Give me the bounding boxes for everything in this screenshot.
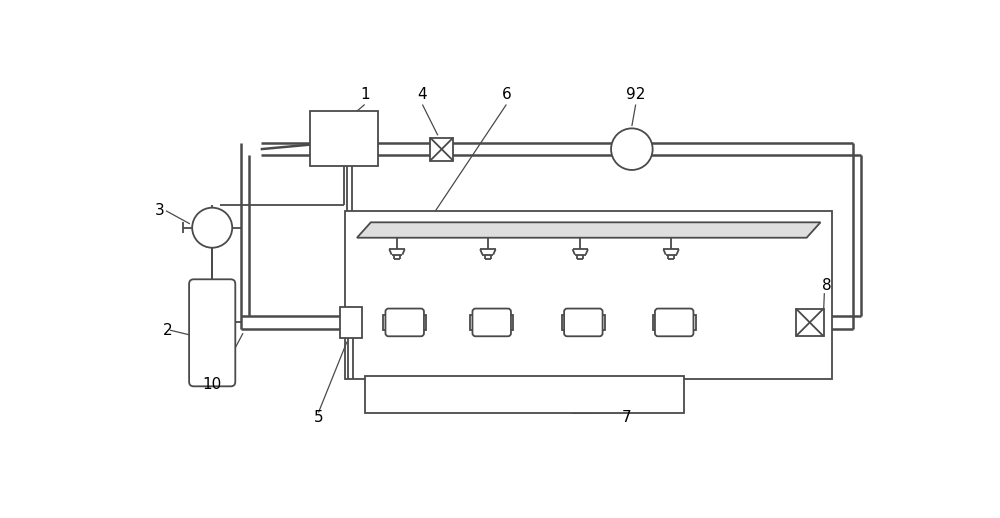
- Bar: [383, 315, 389, 330]
- Circle shape: [192, 208, 232, 248]
- Bar: [690, 315, 696, 330]
- Text: 6: 6: [501, 87, 511, 102]
- Bar: [340, 307, 362, 338]
- Bar: [310, 111, 378, 166]
- FancyBboxPatch shape: [189, 279, 235, 386]
- Bar: [600, 315, 605, 330]
- Text: 4: 4: [418, 87, 427, 102]
- Bar: [365, 376, 684, 413]
- Bar: [508, 315, 513, 330]
- Bar: [470, 315, 476, 330]
- Bar: [653, 315, 658, 330]
- FancyBboxPatch shape: [385, 309, 424, 336]
- Bar: [430, 138, 453, 161]
- Text: 5: 5: [314, 410, 323, 425]
- Bar: [796, 309, 824, 336]
- Text: 92: 92: [626, 87, 645, 102]
- Text: 10: 10: [203, 377, 222, 392]
- Bar: [345, 211, 832, 379]
- Text: 2: 2: [163, 323, 172, 338]
- Text: 3: 3: [155, 203, 165, 218]
- FancyBboxPatch shape: [564, 309, 603, 336]
- Text: 8: 8: [822, 278, 831, 293]
- Polygon shape: [357, 222, 820, 238]
- Text: 1: 1: [360, 87, 369, 102]
- Circle shape: [611, 128, 653, 170]
- Bar: [562, 315, 567, 330]
- FancyBboxPatch shape: [472, 309, 511, 336]
- FancyBboxPatch shape: [655, 309, 693, 336]
- Bar: [421, 315, 426, 330]
- Text: 7: 7: [622, 410, 631, 425]
